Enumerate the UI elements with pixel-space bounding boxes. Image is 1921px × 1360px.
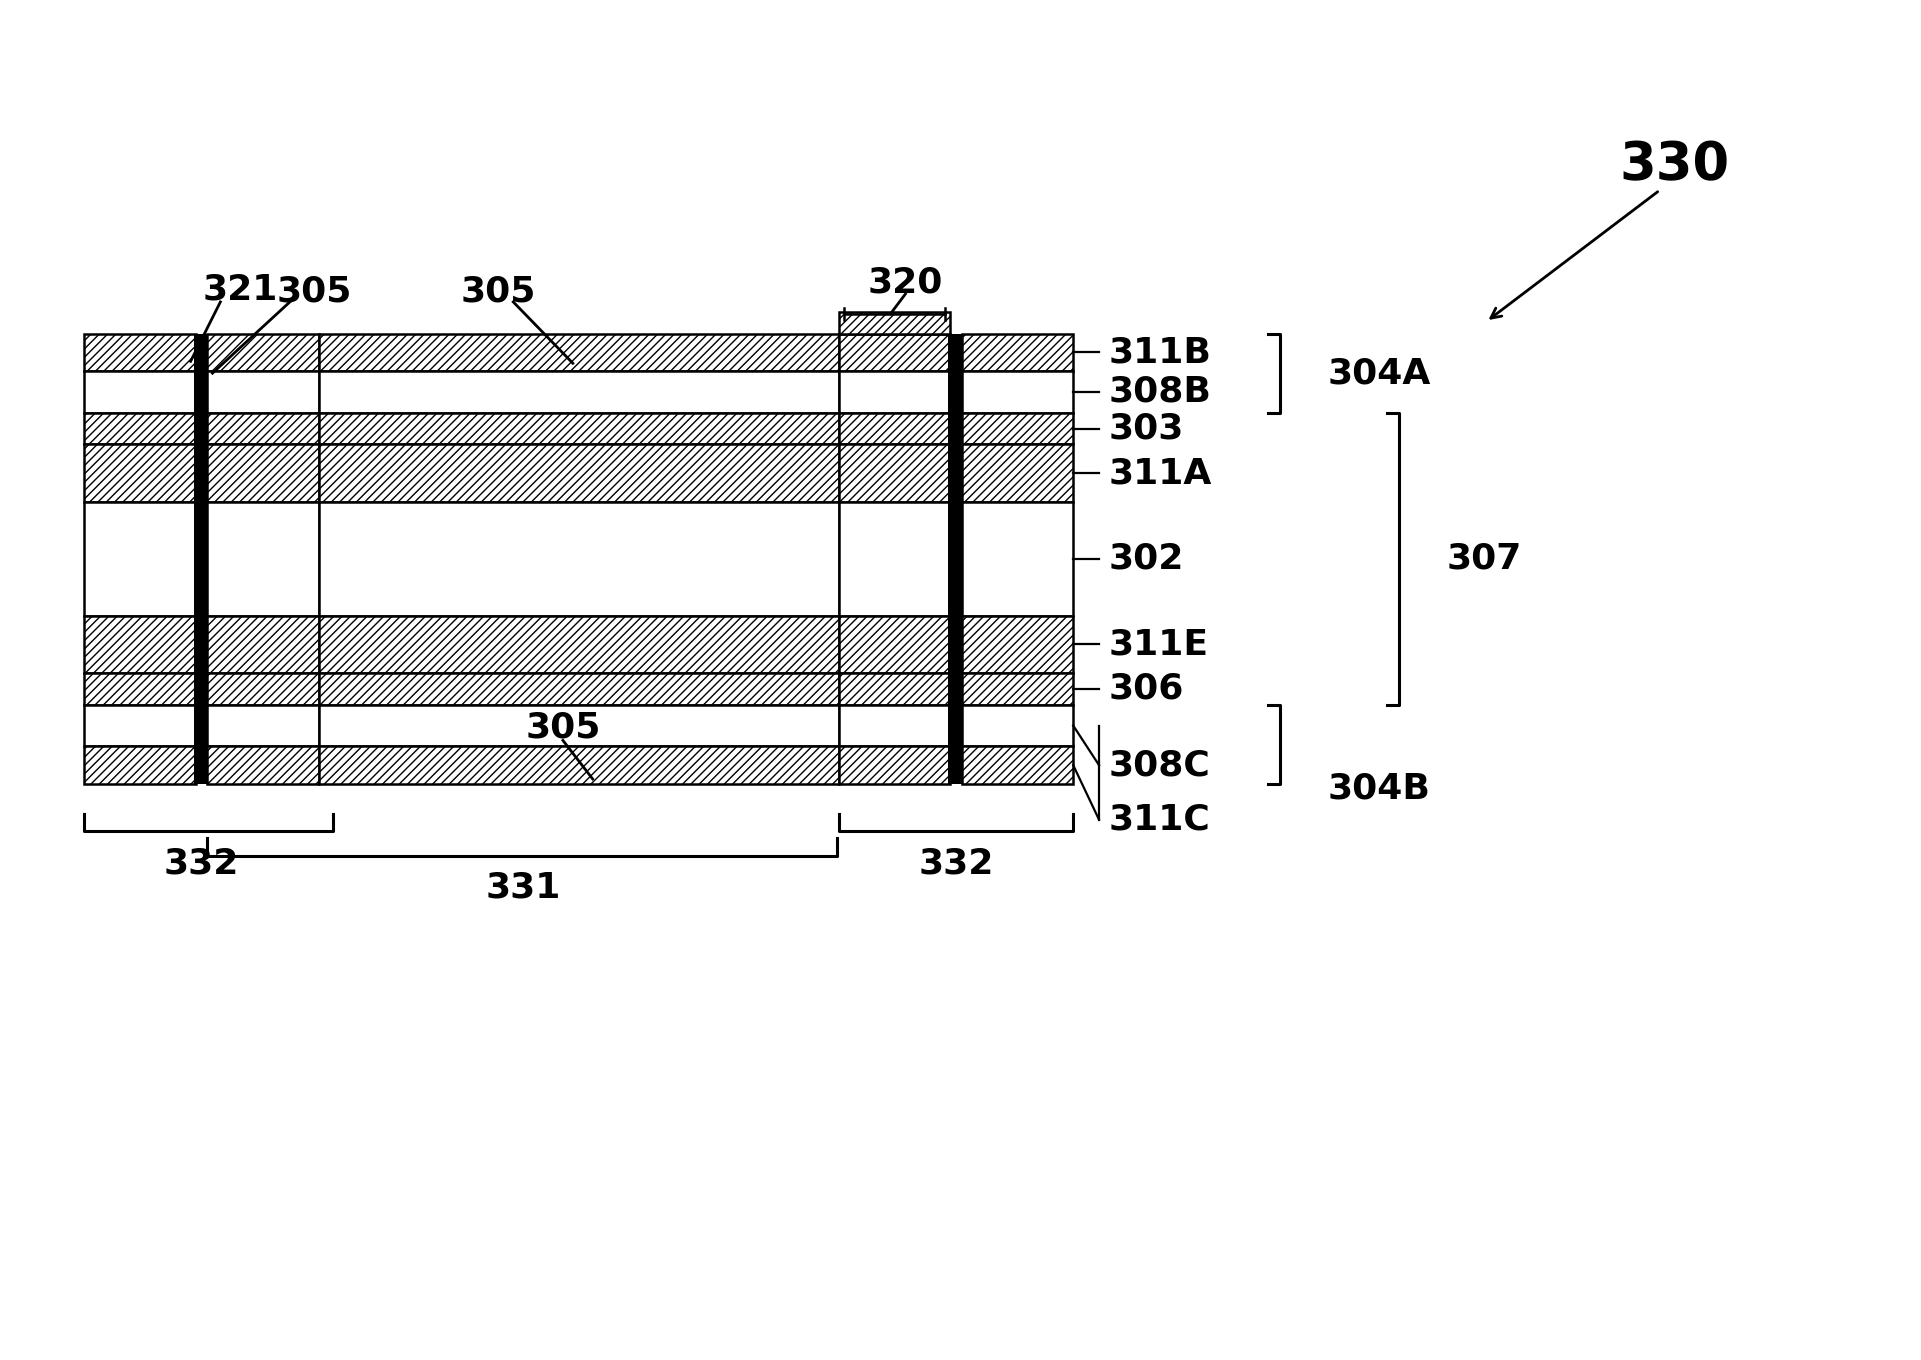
Bar bbox=[962, 704, 1074, 747]
Bar bbox=[962, 412, 1074, 445]
Bar bbox=[962, 673, 1074, 704]
Bar bbox=[962, 747, 1074, 783]
Bar bbox=[85, 445, 196, 502]
Bar bbox=[839, 704, 951, 747]
Bar bbox=[839, 412, 951, 445]
Text: 311E: 311E bbox=[1108, 627, 1208, 661]
Bar bbox=[962, 333, 1074, 371]
Bar bbox=[207, 616, 319, 673]
Bar bbox=[85, 333, 196, 371]
Bar bbox=[839, 333, 951, 371]
Bar bbox=[962, 502, 1074, 616]
Text: 332: 332 bbox=[918, 846, 993, 880]
Bar bbox=[319, 445, 839, 502]
Bar bbox=[319, 412, 839, 445]
Bar bbox=[85, 673, 196, 704]
Text: 305: 305 bbox=[524, 710, 601, 744]
Bar bbox=[949, 333, 962, 783]
Text: 304B: 304B bbox=[1327, 772, 1431, 806]
Text: 304A: 304A bbox=[1327, 356, 1431, 390]
Bar bbox=[207, 747, 319, 783]
Text: 305: 305 bbox=[277, 273, 352, 307]
Text: 320: 320 bbox=[868, 265, 943, 299]
Text: 308B: 308B bbox=[1108, 375, 1212, 409]
Bar bbox=[85, 502, 196, 616]
Bar bbox=[839, 445, 951, 502]
Bar bbox=[207, 371, 319, 412]
Text: 302: 302 bbox=[1108, 541, 1183, 575]
Bar bbox=[85, 616, 196, 673]
Bar bbox=[319, 747, 839, 783]
Bar bbox=[194, 333, 207, 783]
Text: 332: 332 bbox=[163, 846, 240, 880]
Text: 330: 330 bbox=[1619, 139, 1729, 192]
Bar bbox=[319, 704, 839, 747]
Bar bbox=[207, 502, 319, 616]
Bar bbox=[962, 371, 1074, 412]
Text: 303: 303 bbox=[1108, 412, 1183, 446]
Bar bbox=[207, 673, 319, 704]
Text: 331: 331 bbox=[486, 870, 561, 904]
Text: 321: 321 bbox=[202, 272, 279, 306]
Bar bbox=[839, 747, 951, 783]
Bar bbox=[839, 616, 951, 673]
Text: 308C: 308C bbox=[1108, 748, 1210, 782]
Text: 306: 306 bbox=[1108, 672, 1183, 706]
Bar bbox=[85, 412, 196, 445]
Bar bbox=[319, 616, 839, 673]
Text: 311A: 311A bbox=[1108, 456, 1212, 490]
Text: 305: 305 bbox=[461, 273, 536, 307]
Bar bbox=[839, 502, 951, 616]
Text: 311C: 311C bbox=[1108, 802, 1210, 836]
Bar bbox=[207, 412, 319, 445]
Bar bbox=[207, 445, 319, 502]
Bar bbox=[207, 704, 319, 747]
Bar bbox=[85, 747, 196, 783]
Bar bbox=[962, 445, 1074, 502]
Bar bbox=[319, 502, 839, 616]
Bar bbox=[207, 333, 319, 371]
Bar bbox=[962, 616, 1074, 673]
Bar bbox=[839, 371, 951, 412]
Bar bbox=[319, 371, 839, 412]
Text: 311B: 311B bbox=[1108, 336, 1212, 370]
Bar bbox=[839, 311, 951, 333]
Bar bbox=[85, 704, 196, 747]
Bar bbox=[319, 333, 839, 371]
Bar bbox=[85, 371, 196, 412]
Text: 307: 307 bbox=[1447, 541, 1521, 575]
Bar bbox=[839, 673, 951, 704]
Bar bbox=[319, 673, 839, 704]
